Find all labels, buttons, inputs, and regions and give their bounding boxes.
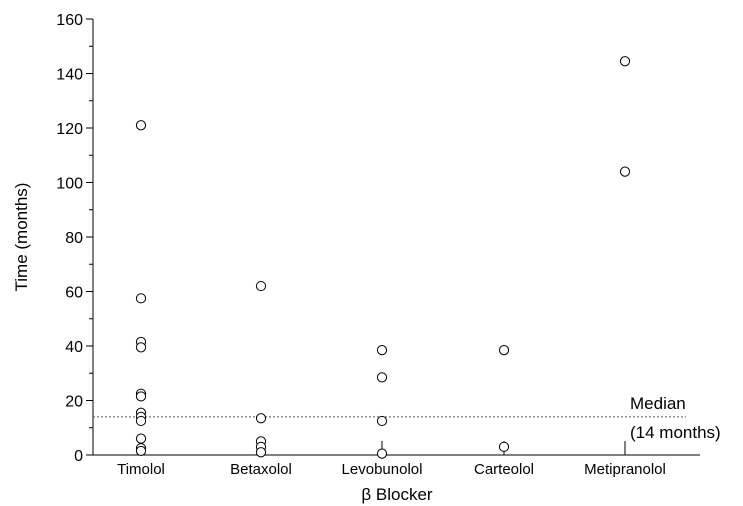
data-point [135, 415, 147, 427]
x-tick-label: Timolol [117, 461, 165, 478]
data-point [135, 433, 147, 444]
x-tick-label: Betaxolol [230, 461, 292, 478]
y-tick-label: 0 [74, 448, 83, 465]
y-axis: 0 20 40 60 80 100 120 140 160 [56, 12, 94, 465]
data-point [498, 441, 510, 452]
y-tick-label: 140 [56, 67, 83, 84]
x-axis: Timolol Betaxolol Levobunolol Carteolol Meti… [93, 441, 700, 478]
x-tick-label: Metipranolol [584, 461, 666, 478]
data-point [255, 447, 267, 458]
y-tick-label: 80 [65, 230, 83, 247]
data-point [135, 120, 147, 131]
data-point [376, 372, 388, 383]
data-point [376, 344, 388, 356]
data-points [135, 56, 631, 459]
data-point [376, 448, 388, 459]
data-point [135, 293, 147, 304]
data-point [619, 56, 631, 67]
x-tick-label: Levobunolol [342, 461, 423, 478]
y-tick-label: 40 [65, 339, 83, 356]
x-axis-label: β Blocker [361, 485, 433, 504]
y-tick-label: 20 [65, 394, 83, 411]
data-point [255, 413, 267, 424]
x-tick-label: Carteolol [474, 461, 534, 478]
median-value-label: (14 months) [630, 423, 721, 442]
y-tick-label: 120 [56, 121, 83, 138]
data-point [376, 415, 388, 427]
y-tick-label: 60 [65, 285, 83, 302]
data-point [255, 280, 267, 292]
median-label: Median [630, 394, 686, 413]
data-point [135, 342, 147, 353]
data-point [135, 445, 147, 457]
y-tick-label: 160 [56, 12, 83, 29]
data-point [498, 344, 510, 356]
y-axis-label: Time (months) [12, 183, 31, 292]
y-tick-label: 100 [56, 176, 83, 193]
data-point [135, 391, 147, 402]
data-point [619, 166, 631, 177]
